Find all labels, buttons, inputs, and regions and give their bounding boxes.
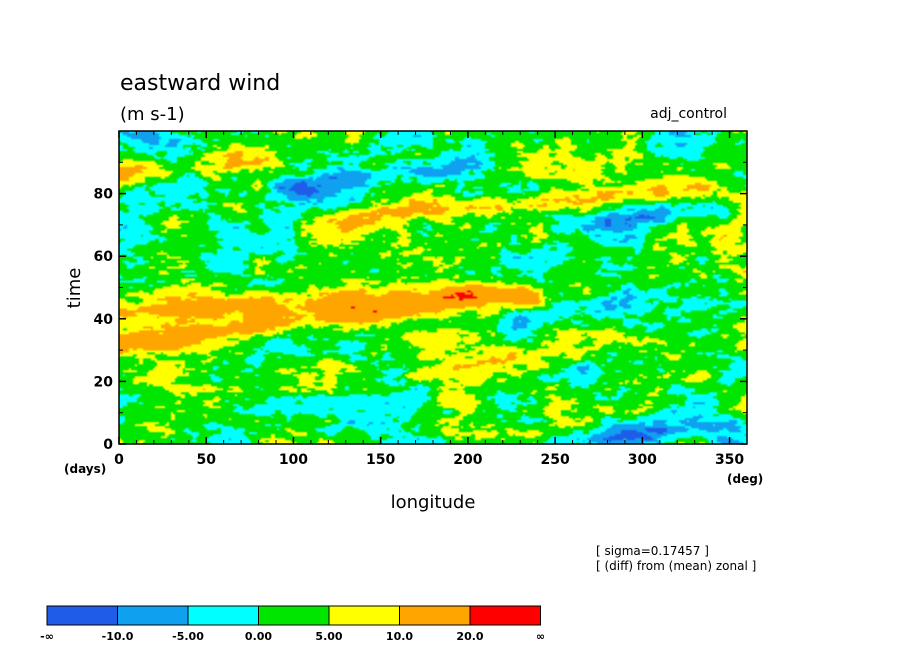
colorbar-label: 10.0 — [386, 630, 413, 643]
colorbar-label: -5.00 — [172, 630, 204, 643]
y-axis-unit: (days) — [64, 462, 106, 476]
y-tick-label: 0 — [103, 437, 113, 453]
note-diff: [ (diff) from (mean) zonal ] — [596, 559, 756, 573]
x-tick-label: 350 — [715, 452, 744, 468]
x-axis-unit: (deg) — [727, 472, 763, 486]
x-tick-label: 150 — [366, 452, 395, 468]
heatmap-field — [119, 131, 747, 444]
y-tick-label: 60 — [94, 249, 114, 265]
x-tick-label: 300 — [628, 452, 657, 468]
x-tick-label: 50 — [196, 452, 216, 468]
colorbar-swatch — [328, 605, 400, 626]
colorbar: -∞ -10.0 -5.00 0.00 5.00 10.0 20.0 ∞ — [40, 605, 545, 643]
plot-area: 0 50 100 150 200 250 300 350 0 20 40 60 80 — [94, 130, 748, 468]
x-tick-label: 250 — [540, 452, 569, 468]
colorbar-label: 0.00 — [245, 630, 272, 643]
x-axis-ticks: 0 50 100 150 200 250 300 350 — [114, 131, 744, 468]
colorbar-swatch — [46, 605, 118, 626]
colorbar-swatch — [187, 605, 259, 626]
colorbar-swatch — [117, 605, 189, 626]
chart-title: eastward wind — [120, 71, 280, 96]
colorbar-swatch — [469, 605, 541, 626]
note-sigma: [ sigma=0.17457 ] — [596, 544, 709, 558]
colorbar-label: -∞ — [40, 630, 54, 643]
y-tick-label: 40 — [94, 312, 114, 328]
colorbar-swatch — [258, 605, 330, 626]
colorbar-label: ∞ — [536, 630, 545, 643]
colorbar-label: 20.0 — [456, 630, 483, 643]
x-tick-label: 0 — [114, 452, 124, 468]
colorbar-label: -10.0 — [102, 630, 134, 643]
experiment-label: adj_control — [650, 106, 727, 122]
x-tick-label: 200 — [453, 452, 482, 468]
y-tick-label: 80 — [94, 187, 114, 203]
colorbar-swatch — [399, 605, 471, 626]
units-label: (m s-1) — [120, 104, 185, 125]
colorbar-label: 5.00 — [315, 630, 342, 643]
y-axis-label: time — [64, 268, 85, 309]
y-tick-label: 20 — [94, 374, 114, 390]
x-axis-label: longitude — [391, 492, 476, 513]
x-tick-label: 100 — [279, 452, 308, 468]
y-axis-ticks: 0 20 40 60 80 — [94, 161, 747, 453]
